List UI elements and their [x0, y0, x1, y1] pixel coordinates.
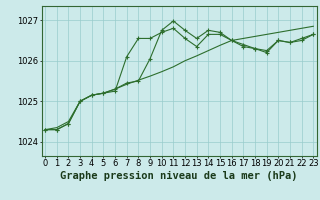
- X-axis label: Graphe pression niveau de la mer (hPa): Graphe pression niveau de la mer (hPa): [60, 171, 298, 181]
